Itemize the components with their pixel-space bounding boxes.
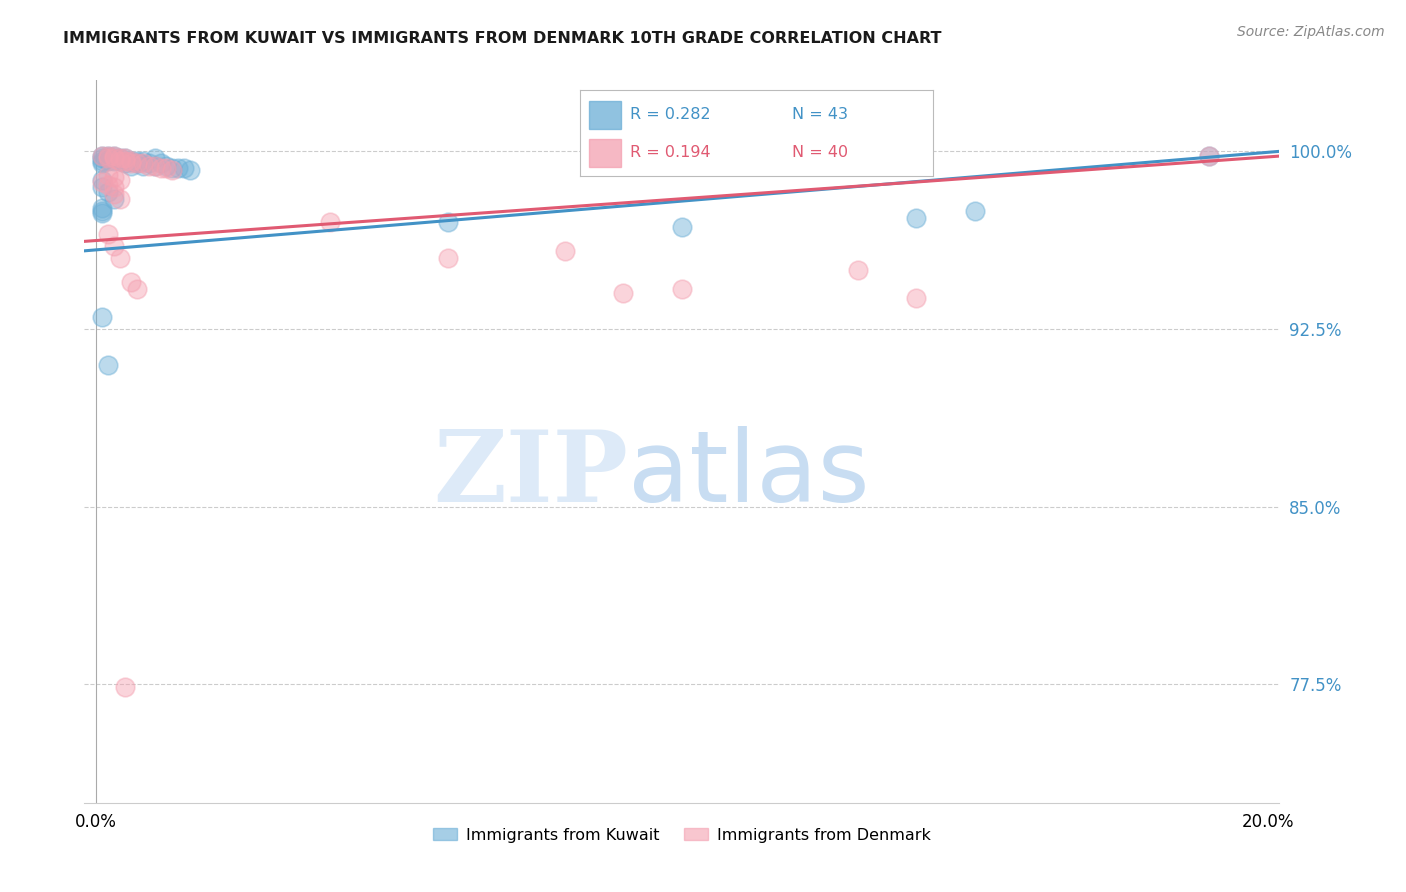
Point [120,153,142,168]
Point [90,153,114,168]
Point [97,152,120,166]
Point [167,161,190,175]
Point [90,310,114,325]
Point [963,203,986,218]
Point [90,203,114,218]
Point [127,153,149,168]
Point [905,291,928,305]
Point [179,163,201,178]
Point [132,153,155,168]
Point [103,186,125,201]
Point [319,215,342,229]
Point [108,192,131,206]
Point [103,152,125,166]
Point [138,159,160,173]
Point [436,215,458,229]
Point [846,262,869,277]
Point [90,175,114,189]
Point [114,153,136,168]
Point [103,192,125,206]
Point [173,161,195,175]
Point [120,159,142,173]
Point [97,168,120,182]
Point [612,286,634,301]
Point [90,206,114,220]
Text: atlas: atlas [628,425,870,523]
Point [120,156,142,170]
Point [127,156,149,170]
Point [1198,149,1220,163]
Point [90,149,114,163]
Text: Source: ZipAtlas.com: Source: ZipAtlas.com [1237,25,1385,39]
Point [671,220,693,235]
Point [108,153,131,168]
Point [554,244,576,258]
Point [120,153,142,168]
Point [90,180,114,194]
Point [143,152,166,166]
Point [162,161,183,175]
Point [97,227,120,242]
Point [90,173,114,187]
Point [108,251,131,265]
Point [103,152,125,166]
Point [905,211,928,225]
Point [132,159,155,173]
Point [103,239,125,253]
Point [108,153,131,168]
Point [143,159,166,173]
Point [103,170,125,185]
Point [114,156,136,170]
Point [97,185,120,199]
Point [1198,149,1220,163]
Point [114,680,136,694]
Point [103,149,125,163]
Point [149,161,172,175]
Point [103,149,125,163]
Text: ZIP: ZIP [433,425,628,523]
Point [120,275,142,289]
Point [97,178,120,192]
Point [90,149,114,163]
Text: IMMIGRANTS FROM KUWAIT VS IMMIGRANTS FROM DENMARK 10TH GRADE CORRELATION CHART: IMMIGRANTS FROM KUWAIT VS IMMIGRANTS FRO… [63,31,942,46]
Point [155,161,177,175]
Point [671,282,693,296]
Point [97,149,120,163]
Point [90,156,114,170]
Point [108,173,131,187]
Point [143,159,166,173]
Legend: Immigrants from Kuwait, Immigrants from Denmark: Immigrants from Kuwait, Immigrants from … [426,822,938,849]
Point [162,163,183,178]
Point [103,180,125,194]
Point [108,152,131,166]
Point [90,201,114,215]
Point [114,152,136,166]
Point [149,156,172,170]
Point [132,156,155,170]
Point [103,153,125,168]
Point [97,358,120,372]
Point [90,152,114,166]
Point [97,152,120,166]
Point [97,149,120,163]
Point [114,152,136,166]
Point [127,282,149,296]
Point [436,251,458,265]
Point [155,159,177,173]
Point [108,152,131,166]
Point [127,156,149,170]
Point [97,153,120,168]
Point [138,156,160,170]
